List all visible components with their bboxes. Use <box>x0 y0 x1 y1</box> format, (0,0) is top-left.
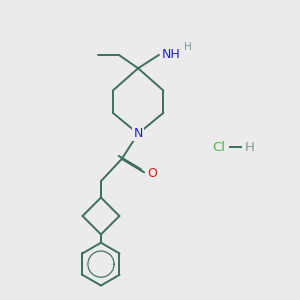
Text: Cl: Cl <box>212 140 225 154</box>
Text: H: H <box>244 140 254 154</box>
Text: H: H <box>184 42 192 52</box>
Text: NH: NH <box>162 48 181 62</box>
Text: N: N <box>134 127 143 140</box>
Text: O: O <box>147 167 157 180</box>
